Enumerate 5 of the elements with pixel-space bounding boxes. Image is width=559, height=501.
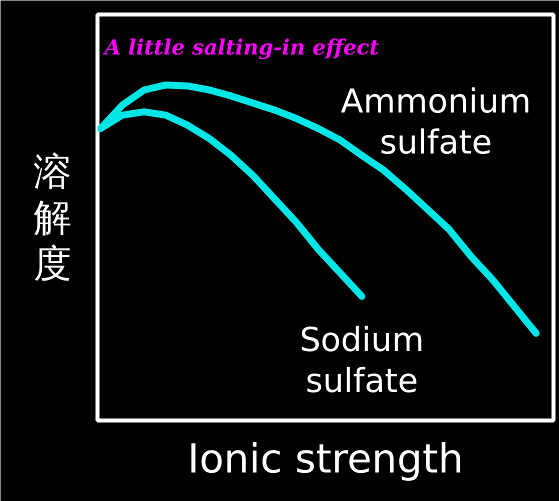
text: A little salting-in effect <box>102 34 380 60</box>
y-axis-title: 溶解度 <box>34 149 72 286</box>
x-axis-title: Ionic strength <box>188 436 464 482</box>
series-label: Sodium sulfate <box>300 320 424 400</box>
series-label: Ammonium sulfate <box>340 82 532 162</box>
